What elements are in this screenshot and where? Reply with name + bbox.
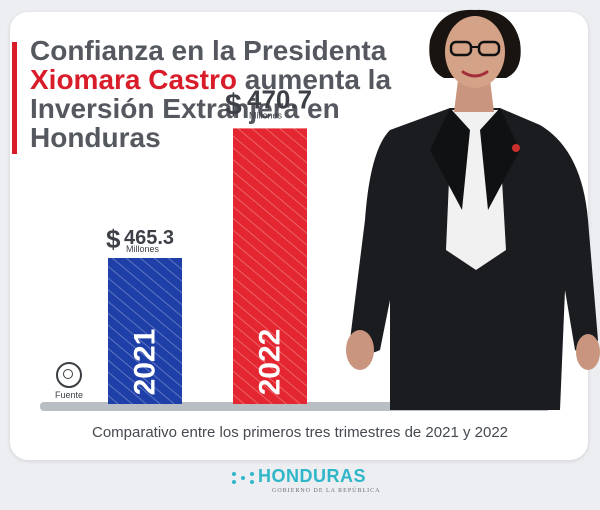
- glasses: [449, 40, 473, 57]
- category-label-2022: 2022: [254, 329, 287, 396]
- logo-dots-icon: [232, 472, 254, 484]
- brand-name: HONDURAS: [258, 466, 367, 486]
- brand-subtitle: GOBIERNO DE LA REPÚBLICA: [272, 488, 381, 494]
- lapel-pin: [512, 144, 520, 152]
- value-currency-2021: $: [106, 224, 121, 254]
- bar-hatch-2021: [108, 258, 182, 404]
- value-unit-2022: Millones: [249, 110, 283, 120]
- source-label: Fuente: [54, 390, 84, 400]
- president-name: Xiomara Castro: [30, 64, 237, 95]
- honduras-logo: HONDURAS GOBIERNO DE LA REPÚBLICA: [230, 466, 390, 506]
- seal-icon: [56, 362, 82, 388]
- source-seal: Fuente: [52, 362, 86, 400]
- right-hand: [576, 334, 600, 370]
- headline-line-2-rest: aumenta la: [236, 64, 392, 95]
- bar-hatch-2022: [233, 128, 307, 404]
- headline: Confianza en la Presidenta Xiomara Castr…: [30, 36, 420, 152]
- value-label-2021: 465.3: [124, 227, 174, 249]
- headline-line-1: Confianza en la Presidenta: [30, 35, 387, 66]
- category-label-2021: 2021: [129, 329, 162, 396]
- president-photo: [346, 9, 600, 410]
- headline-accent-bar: [12, 42, 17, 154]
- headline-line-3: Inversión Extranjera en: [30, 93, 340, 124]
- headline-line-2: Xiomara Castro aumenta la: [30, 65, 420, 94]
- chart-footnote: Comparativo entre los primeros tres trim…: [91, 424, 508, 441]
- value-label-2022: 470.7: [247, 84, 312, 114]
- left-hand: [346, 330, 374, 370]
- value-currency-2022: $: [225, 88, 242, 121]
- headline-line-4: Honduras: [30, 122, 161, 153]
- value-unit-2021: Millones: [126, 244, 160, 254]
- face: [445, 16, 505, 88]
